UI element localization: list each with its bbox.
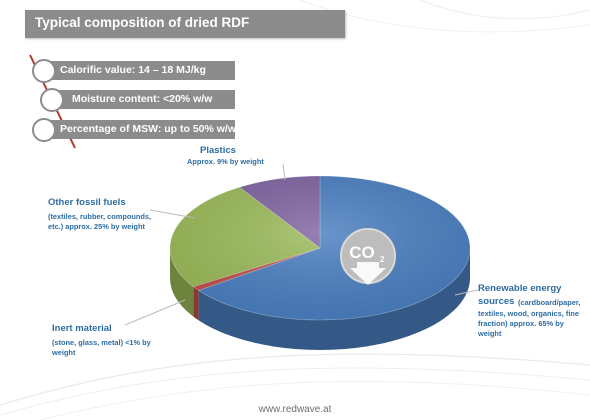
- label-inert-title: Inert material: [52, 323, 112, 334]
- bullet-circle-icon: [32, 118, 56, 142]
- bullet-circle-icon: [32, 59, 56, 83]
- bullet-circle-icon: [40, 88, 64, 112]
- co2-arrow-icon: CO 2: [340, 228, 396, 285]
- label-fossil-desc-1: (textiles, rubber, compounds,: [48, 212, 152, 221]
- label-inert-desc-2: weight: [52, 348, 76, 357]
- leader-line: [282, 163, 286, 181]
- pie-top-shading: [170, 176, 470, 320]
- label-plastics-title: Plastics: [200, 145, 236, 156]
- leader-line: [454, 289, 479, 296]
- label-fossil-title: Other fossil fuels: [48, 197, 126, 208]
- leader-line: [149, 209, 196, 219]
- label-renewable-desc-inline: (cardboard/paper,: [518, 298, 581, 307]
- label-renewable-title-2: sources: [478, 296, 515, 307]
- label-plastics-desc: Approx. 9% by weight: [187, 157, 264, 166]
- leader-line: [124, 299, 186, 326]
- bullet-bar-msw: [45, 120, 235, 139]
- label-renewable-desc-2: textiles, wood, organics, fine: [478, 309, 580, 318]
- label-renewable-desc-4: weight: [478, 329, 502, 338]
- co2-subscript: 2: [380, 255, 385, 264]
- bullet-moisture-text: Moisture content: <20% w/w: [72, 93, 213, 105]
- title-bar: Typical composition of dried RDF: [25, 10, 345, 38]
- bullet-bar-calorific: [45, 61, 235, 80]
- bullet-bar-moisture: [55, 90, 235, 109]
- page-title: Typical composition of dried RDF: [35, 15, 250, 30]
- label-inert-desc-1: (stone, glass, metal) <1% by: [52, 338, 151, 347]
- pie-slice-renewable-side: [198, 248, 471, 350]
- footer-url: www.redwave.at: [258, 404, 332, 415]
- label-renewable-title-1: Renewable energy: [478, 283, 562, 294]
- label-fossil-desc-2: etc.) approx. 25% by weight: [48, 222, 145, 231]
- bullet-calorific-text: Calorific value: 14 – 18 MJ/kg: [60, 64, 206, 76]
- co2-label: CO: [349, 243, 375, 262]
- pie-slice-fossil-side: [170, 248, 194, 317]
- label-renewable-desc-3: fraction) approx. 65% by: [478, 319, 564, 328]
- pie-slice-inert-side: [193, 286, 199, 321]
- bullet-msw-text: Percentage of MSW: up to 50% w/w: [60, 123, 236, 135]
